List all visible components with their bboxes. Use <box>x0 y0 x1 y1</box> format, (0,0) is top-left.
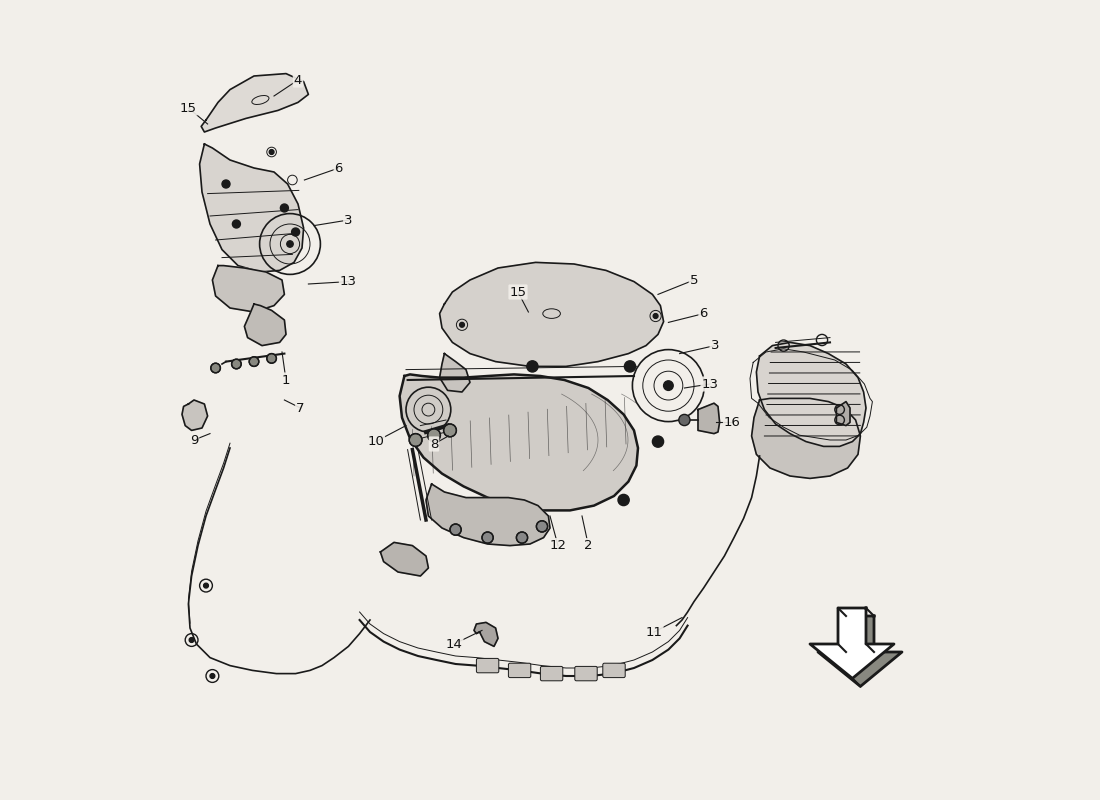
Text: 1: 1 <box>282 374 290 386</box>
Circle shape <box>618 494 629 506</box>
Polygon shape <box>426 484 550 546</box>
Polygon shape <box>399 374 638 510</box>
Circle shape <box>625 361 636 372</box>
Polygon shape <box>440 262 663 366</box>
Text: 3: 3 <box>711 339 719 352</box>
Circle shape <box>232 359 241 369</box>
Circle shape <box>204 583 208 588</box>
Text: 2: 2 <box>584 539 593 552</box>
FancyBboxPatch shape <box>476 658 498 673</box>
Text: 12: 12 <box>550 539 566 552</box>
Text: 13: 13 <box>702 378 718 390</box>
Polygon shape <box>201 74 308 132</box>
Circle shape <box>663 381 673 390</box>
Text: 11: 11 <box>646 626 662 638</box>
Circle shape <box>287 241 294 247</box>
Circle shape <box>482 532 493 543</box>
Circle shape <box>443 424 456 437</box>
Circle shape <box>527 361 538 372</box>
Circle shape <box>679 414 690 426</box>
Text: 15: 15 <box>509 286 527 298</box>
Text: 3: 3 <box>344 214 353 226</box>
Text: 7: 7 <box>296 402 305 414</box>
Polygon shape <box>244 304 286 346</box>
Circle shape <box>232 220 241 228</box>
Polygon shape <box>698 403 719 434</box>
Circle shape <box>460 322 464 327</box>
Circle shape <box>537 521 548 532</box>
Circle shape <box>211 363 220 373</box>
Text: 8: 8 <box>430 438 438 450</box>
FancyBboxPatch shape <box>603 663 625 678</box>
Polygon shape <box>751 398 860 478</box>
Text: 6: 6 <box>700 307 707 320</box>
Polygon shape <box>836 402 850 426</box>
Circle shape <box>652 436 663 447</box>
Circle shape <box>210 674 214 678</box>
Circle shape <box>267 354 276 363</box>
Circle shape <box>250 357 258 366</box>
FancyBboxPatch shape <box>540 666 563 681</box>
Text: 10: 10 <box>367 435 384 448</box>
Text: 16: 16 <box>724 416 740 429</box>
Text: 15: 15 <box>180 102 197 114</box>
Circle shape <box>409 434 422 446</box>
Text: 6: 6 <box>334 162 343 174</box>
Circle shape <box>450 524 461 535</box>
Circle shape <box>270 150 274 154</box>
Polygon shape <box>381 542 428 576</box>
FancyBboxPatch shape <box>575 666 597 681</box>
Circle shape <box>428 429 440 442</box>
Polygon shape <box>474 622 498 646</box>
Polygon shape <box>440 354 470 392</box>
Text: 9: 9 <box>190 434 198 446</box>
Circle shape <box>516 532 528 543</box>
Polygon shape <box>818 616 902 686</box>
Text: 4: 4 <box>294 74 302 86</box>
FancyBboxPatch shape <box>508 663 531 678</box>
Polygon shape <box>757 342 866 446</box>
Text: 13: 13 <box>340 275 356 288</box>
Polygon shape <box>212 266 285 312</box>
Polygon shape <box>199 144 304 272</box>
Circle shape <box>280 204 288 212</box>
Circle shape <box>189 638 194 642</box>
Text: 5: 5 <box>690 274 698 286</box>
Circle shape <box>222 180 230 188</box>
Circle shape <box>292 228 299 236</box>
Text: 14: 14 <box>446 638 462 650</box>
Polygon shape <box>810 608 894 678</box>
Polygon shape <box>182 400 208 430</box>
Circle shape <box>653 314 658 318</box>
